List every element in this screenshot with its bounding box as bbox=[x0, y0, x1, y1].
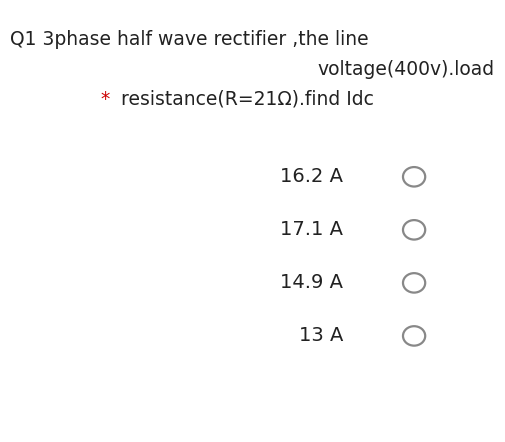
Text: voltage(400v).load: voltage(400v).load bbox=[318, 61, 495, 79]
Text: 16.2 A: 16.2 A bbox=[280, 168, 343, 186]
Text: resistance(R=21Ω).find Idc: resistance(R=21Ω).find Idc bbox=[121, 90, 374, 109]
Text: Q1 3phase half wave rectifier ,the line: Q1 3phase half wave rectifier ,the line bbox=[10, 30, 369, 49]
Text: 17.1 A: 17.1 A bbox=[280, 221, 343, 239]
Text: *: * bbox=[101, 90, 116, 109]
Text: 14.9 A: 14.9 A bbox=[280, 274, 343, 292]
Text: 13 A: 13 A bbox=[299, 327, 343, 345]
